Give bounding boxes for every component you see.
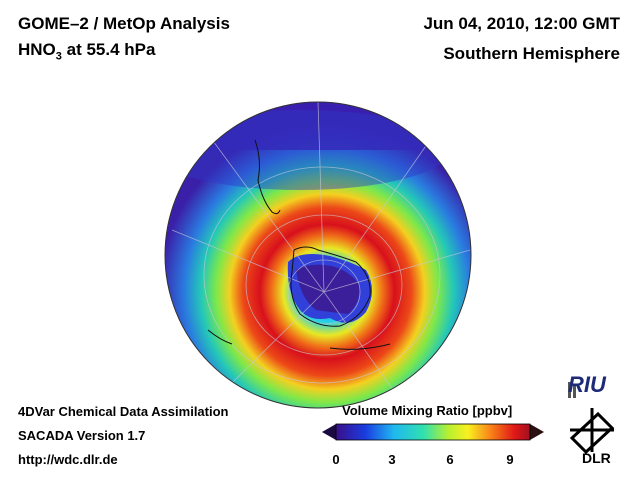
hemisphere-label: Southern Hemisphere bbox=[443, 44, 620, 63]
pressure-level: at 55.4 hPa bbox=[61, 40, 156, 59]
title-line-1: GOME–2 / MetOp Analysis bbox=[18, 14, 230, 33]
globe-outline bbox=[164, 101, 472, 409]
globe bbox=[165, 102, 471, 408]
coastlines bbox=[207, 139, 391, 350]
outer-low-band bbox=[165, 102, 470, 200]
riu-logo-text: RIU bbox=[568, 372, 606, 397]
colorbar-tick: 9 bbox=[506, 452, 514, 467]
footer-version: SACADA Version 1.7 bbox=[18, 428, 146, 443]
colorbar-gradient bbox=[336, 424, 530, 440]
colorbar-min-arrow bbox=[322, 424, 336, 440]
footer-method: 4DVar Chemical Data Assimilation bbox=[18, 404, 229, 419]
dlr-logo-icon bbox=[569, 408, 615, 455]
colorbar-label: Volume Mixing Ratio [ppbv] bbox=[342, 403, 513, 418]
colorbar-tick: 3 bbox=[388, 452, 396, 467]
footer-url[interactable]: http://wdc.dlr.de bbox=[18, 452, 118, 467]
graticule bbox=[171, 102, 471, 401]
colorbar-max-arrow bbox=[530, 424, 544, 440]
colorbar-tick: 6 bbox=[446, 452, 454, 467]
dlr-logo-text: DLR bbox=[582, 450, 611, 466]
species-subscript: 3 bbox=[55, 50, 62, 63]
mid-latitude-band bbox=[165, 110, 450, 190]
species-name: HNO bbox=[18, 40, 56, 59]
riu-logo-icon bbox=[568, 382, 576, 398]
date-time: Jun 04, 2010, 12:00 GMT bbox=[423, 14, 620, 33]
colorbar-tick: 0 bbox=[332, 452, 340, 467]
colorbar bbox=[322, 423, 544, 441]
title-line-2: HNO3 at 55.4 hPa bbox=[18, 40, 155, 62]
vortex-center bbox=[296, 264, 360, 314]
